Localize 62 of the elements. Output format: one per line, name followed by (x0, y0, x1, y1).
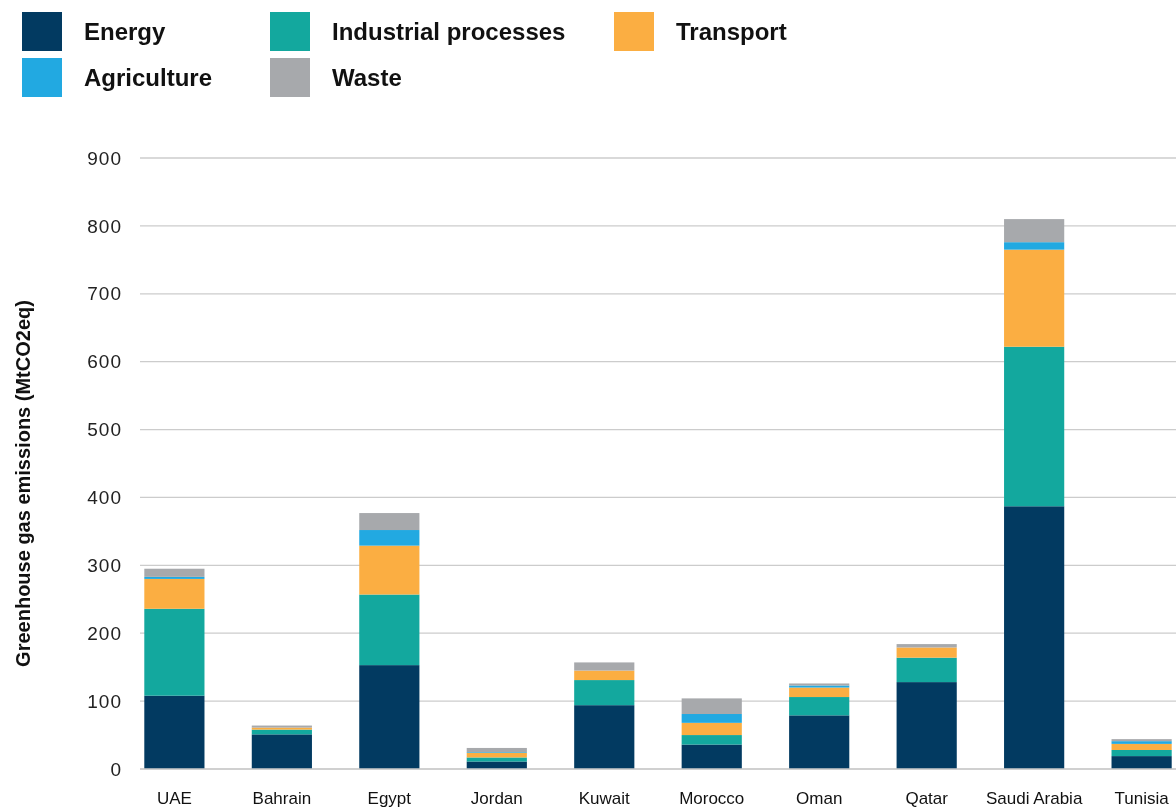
bar (574, 662, 635, 671)
y-axis-title: Greenhouse gas emissions (MtCO2eq) (12, 300, 34, 667)
bar (359, 530, 420, 546)
y-tick-label: 100 (87, 690, 122, 712)
bar (144, 608, 205, 696)
legend-label: Transport (676, 18, 787, 45)
y-tick-label: 300 (87, 554, 122, 576)
legend-label: Industrial processes (332, 18, 566, 45)
bar (574, 705, 635, 769)
bar (1004, 219, 1065, 243)
bar (466, 757, 527, 762)
x-tick-label: Kuwait (578, 789, 631, 808)
y-tick-label: 200 (87, 622, 122, 644)
bar (359, 594, 420, 666)
bar (251, 734, 312, 769)
x-tick-label: Saudi Arabia (985, 789, 1083, 808)
bar (1111, 749, 1172, 757)
bar (1004, 242, 1065, 250)
y-tick-label: 0 (110, 758, 122, 780)
bar (789, 697, 850, 716)
y-tick-label: 800 (87, 215, 122, 237)
x-tick-label: Bahrain (252, 789, 312, 808)
bar (681, 714, 742, 723)
y-tick-label: 500 (87, 419, 122, 441)
bar (1004, 249, 1065, 347)
bar (681, 735, 742, 745)
bar (789, 687, 850, 698)
x-tick-label: Egypt (367, 789, 412, 808)
bar (681, 722, 742, 736)
x-tick-label: Tunisia (1114, 789, 1170, 808)
bar (359, 545, 420, 595)
legend-label: Waste (332, 64, 402, 91)
bar (359, 513, 420, 531)
bar (466, 747, 527, 753)
bar (896, 647, 957, 658)
bar (896, 682, 957, 769)
x-tick-label: Oman (796, 789, 843, 808)
legend-label: Agriculture (84, 64, 213, 91)
bar (574, 680, 635, 706)
bar (789, 715, 850, 769)
bar (144, 578, 205, 609)
x-tick-label: UAE (156, 789, 192, 808)
bar (1004, 346, 1065, 507)
bar (144, 568, 205, 577)
y-tick-label: 900 (87, 147, 122, 169)
y-tick-label: 400 (87, 487, 122, 509)
bar (1111, 743, 1172, 750)
bar (574, 670, 635, 681)
x-tick-label: Morocco (679, 789, 745, 808)
x-tick-label: Jordan (470, 789, 523, 808)
bar (681, 744, 742, 769)
y-tick-label: 700 (87, 283, 122, 305)
bar (1111, 756, 1172, 769)
bar (144, 695, 205, 769)
y-tick-label: 600 (87, 351, 122, 373)
bar (1004, 506, 1065, 769)
x-tick-label: Qatar (905, 789, 949, 808)
bar (144, 576, 205, 579)
bar (359, 665, 420, 769)
legend-label: Energy (84, 18, 167, 45)
bar (681, 698, 742, 715)
bar (896, 657, 957, 683)
